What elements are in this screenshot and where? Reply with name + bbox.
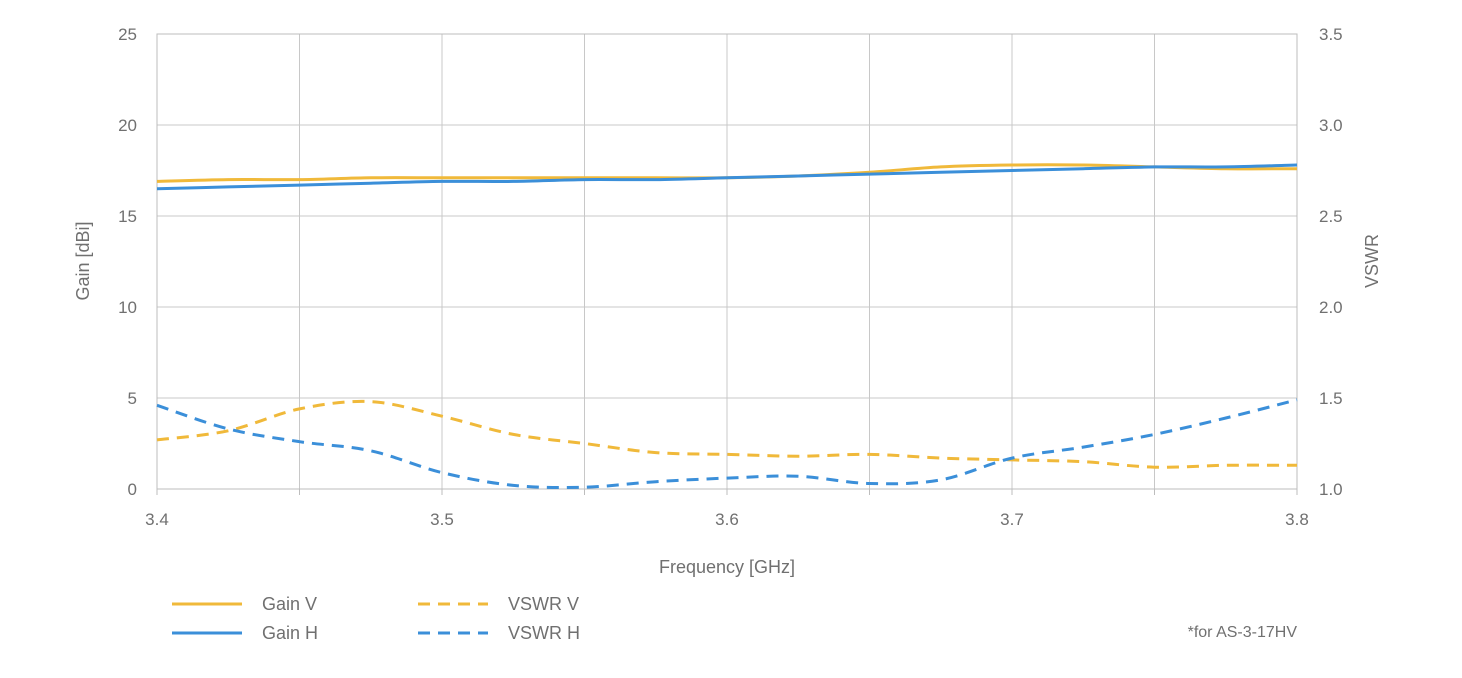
y2-tick-label: 3.5: [1319, 25, 1343, 44]
legend-label-vswr-v: VSWR V: [508, 594, 579, 614]
y2-tick-label: 2.5: [1319, 207, 1343, 226]
y-tick-label: 15: [118, 207, 137, 226]
series-vswr-h-line: [156, 398, 1298, 490]
y-tick-label: 20: [118, 116, 137, 135]
y-tick-label: 25: [118, 25, 137, 44]
y-tick-label: 5: [128, 389, 137, 408]
model-note: *for AS-3-17HV: [1188, 624, 1298, 641]
y-tick-label: 0: [128, 480, 137, 499]
x-tick-label: 3.5: [430, 510, 454, 529]
tick-labels: 3.4 3.5 3.6 3.7 3.8 0 5 10 15 20 25 1.0 1.5 2.0 2.5 3.0…: [118, 25, 1343, 529]
series-gain-h-line: [156, 163, 1298, 191]
legend-label-gain-v: Gain V: [262, 594, 317, 614]
x-axis-label: Frequency [GHz]: [659, 557, 795, 577]
x-tick-label: 3.7: [1000, 510, 1024, 529]
y2-tick-label: 1.0: [1319, 480, 1343, 499]
y-axis-label: Gain [dBi]: [73, 221, 93, 300]
y2-axis-label: VSWR: [1362, 234, 1382, 288]
legend-label-vswr-h: VSWR H: [508, 623, 580, 643]
grid: [156, 33, 1298, 495]
y2-tick-label: 3.0: [1319, 116, 1343, 135]
legend-label-gain-h: Gain H: [262, 623, 318, 643]
x-tick-label: 3.8: [1285, 510, 1309, 529]
series-lines: [156, 163, 1298, 490]
y2-tick-label: 2.0: [1319, 298, 1343, 317]
y2-tick-label: 1.5: [1319, 389, 1343, 408]
x-tick-label: 3.6: [715, 510, 739, 529]
legend: Gain V Gain H VSWR V VSWR H: [172, 594, 580, 643]
x-tick-label: 3.4: [145, 510, 169, 529]
y-tick-label: 10: [118, 298, 137, 317]
